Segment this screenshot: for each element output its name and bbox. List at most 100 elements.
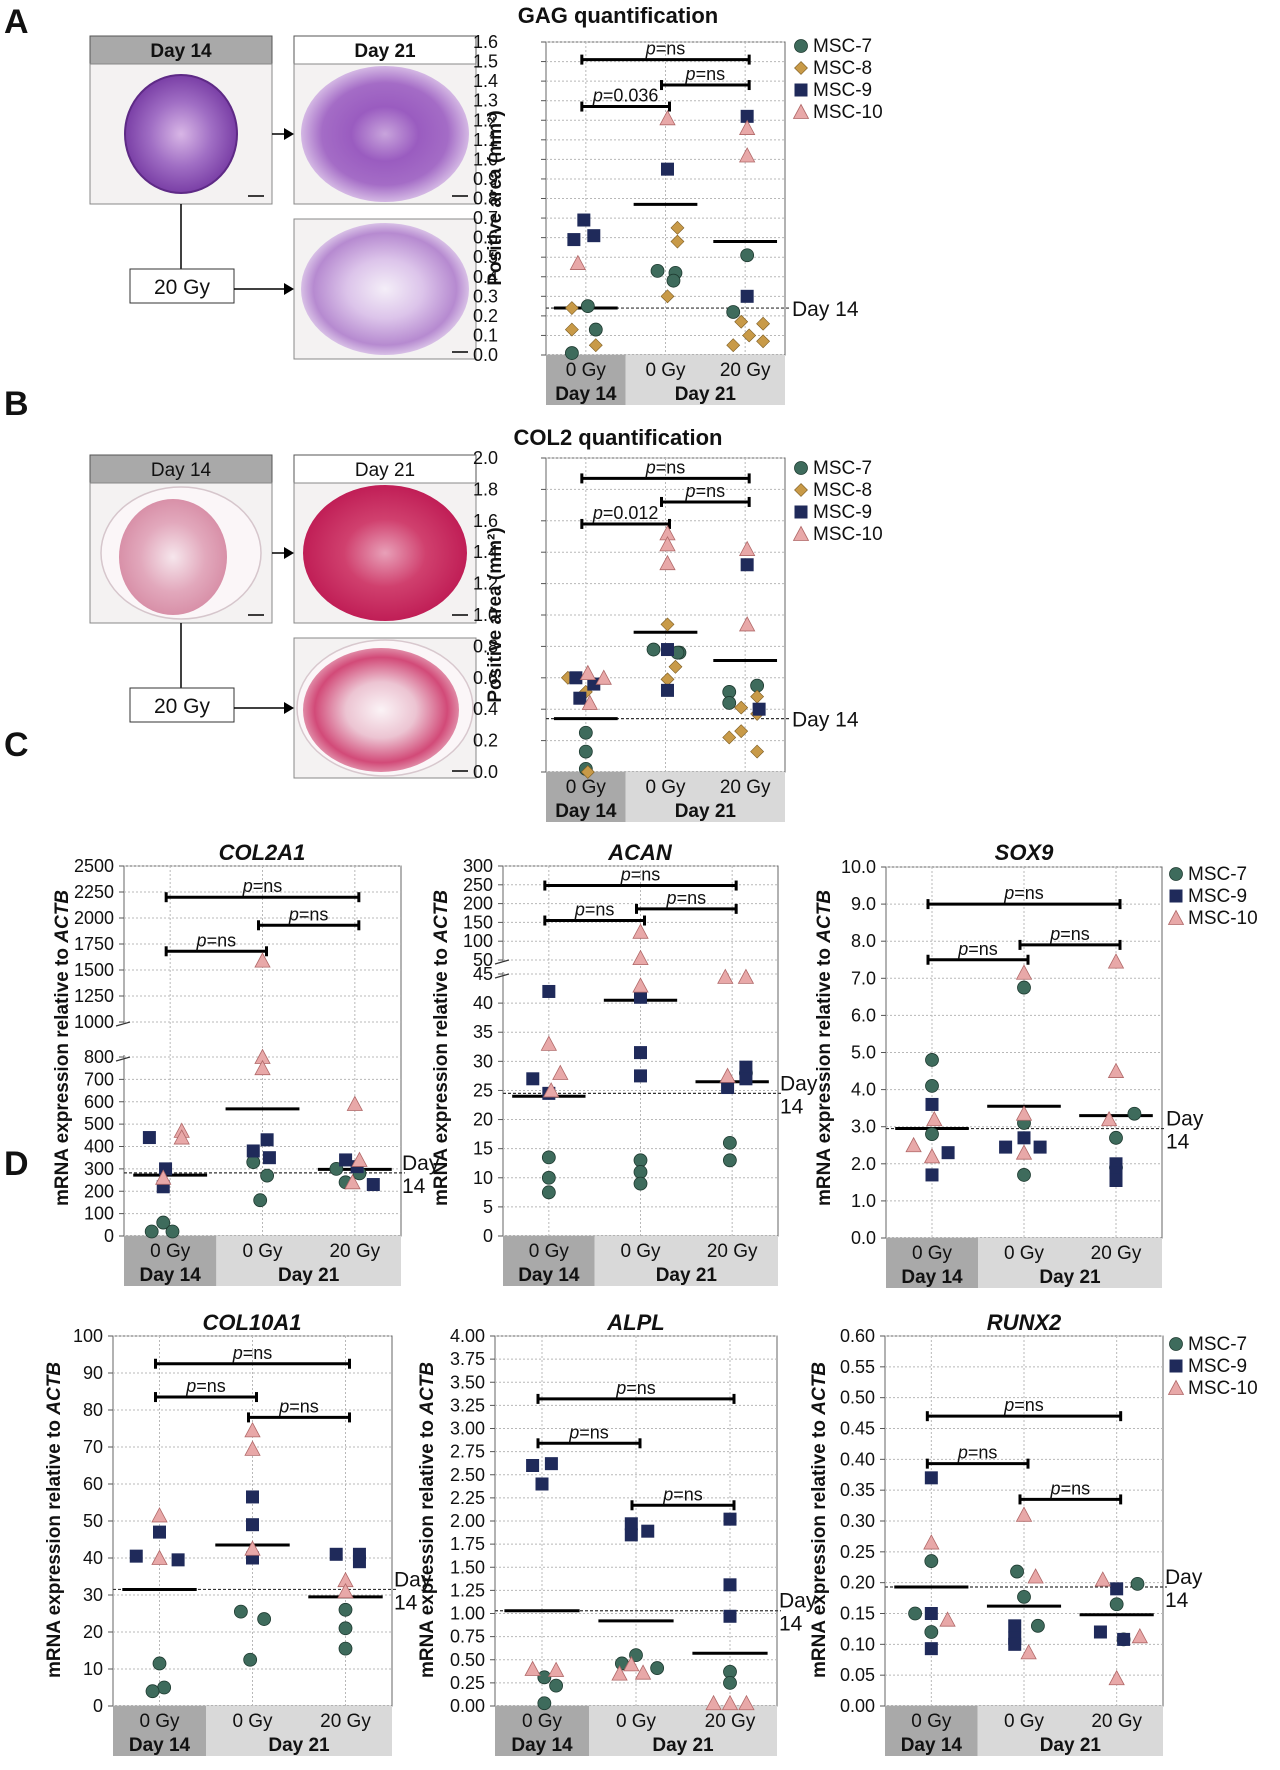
legend-marker-msc-9 xyxy=(794,83,808,97)
histology-panel-a: Day 14 Day 21 20 Gy xyxy=(89,35,477,360)
data-point-msc-7 xyxy=(726,305,741,319)
data-point-msc-7 xyxy=(144,1224,159,1239)
y-tick-label: 1.6 xyxy=(473,32,498,52)
data-point-msc-7 xyxy=(722,1153,737,1168)
group-day-label: Day 14 xyxy=(555,384,617,405)
data-point-msc-9 xyxy=(1109,1173,1123,1187)
y-tick-label: 3.0 xyxy=(851,1117,876,1137)
group-day-label: Day 14 xyxy=(518,1265,580,1286)
data-point-msc-9 xyxy=(941,1146,955,1160)
y-tick-label: 70 xyxy=(83,1437,103,1457)
group-day-label: Day 21 xyxy=(652,1735,714,1756)
data-point-msc-10 xyxy=(1100,1110,1118,1127)
y-axis-label: mRNA expression relative to ACTB xyxy=(814,890,835,1206)
data-point-msc-9 xyxy=(999,1140,1013,1154)
legend-marker-msc-10 xyxy=(1167,909,1185,925)
group-dose-label: 0 Gy xyxy=(645,360,686,381)
data-point-msc-10 xyxy=(155,1169,172,1185)
significance-label: p=ns xyxy=(685,481,726,501)
group-dose-label: 20 Gy xyxy=(705,1711,756,1732)
legend-label-msc-7: MSC-7 xyxy=(1188,1334,1247,1355)
y-tick-label: 0.60 xyxy=(840,1326,875,1346)
y-tick-label: 6.0 xyxy=(851,1005,876,1025)
data-point-msc-7 xyxy=(578,725,593,740)
y-tick-label: 0.25 xyxy=(840,1542,875,1562)
y-tick-label: 0.10 xyxy=(840,1634,875,1654)
y-tick-label: 80 xyxy=(83,1400,103,1420)
data-point-msc-7 xyxy=(925,1053,939,1067)
data-point-msc-7 xyxy=(666,273,681,288)
data-point-msc-7 xyxy=(338,1602,353,1617)
data-point-msc-9 xyxy=(246,1490,259,1504)
significance-label: p=ns xyxy=(196,930,237,950)
y-tick-label: 3.75 xyxy=(450,1349,485,1369)
reference-label: 14 xyxy=(780,1095,804,1118)
data-point-msc-9 xyxy=(1033,1140,1047,1154)
data-point-msc-9 xyxy=(542,984,556,998)
legend-marker-msc-7 xyxy=(1169,1337,1183,1351)
data-point-msc-10 xyxy=(738,119,756,135)
y-tick-label: 5 xyxy=(483,1197,493,1217)
data-point-msc-9 xyxy=(634,1046,647,1060)
dose-box xyxy=(129,268,235,304)
data-point-msc-9 xyxy=(569,671,583,685)
data-point-msc-9 xyxy=(352,1555,366,1569)
data-point-msc-7 xyxy=(588,322,603,337)
reference-label: Day xyxy=(402,1152,440,1175)
data-point-msc-10 xyxy=(1107,953,1125,969)
y-tick-label: 0.9 xyxy=(473,169,498,189)
arrow-head-icon xyxy=(284,128,294,140)
y-tick-label: 0.35 xyxy=(840,1480,875,1500)
data-point-msc-9 xyxy=(925,1168,939,1182)
data-point-msc-10 xyxy=(719,1067,736,1083)
y-tick-label: 0.1 xyxy=(473,325,498,345)
arrow-head-icon xyxy=(284,283,294,295)
legend-marker-msc-7 xyxy=(1169,867,1183,881)
y-tick-label: 0.30 xyxy=(840,1511,875,1531)
data-point-msc-10 xyxy=(926,1110,943,1127)
group-dose-label: 20 Gy xyxy=(707,1241,758,1262)
y-tick-label: 0.5 xyxy=(473,247,498,267)
day14-category-box xyxy=(503,1236,595,1286)
gag-day14-pellet xyxy=(124,74,238,194)
day14-category-box xyxy=(546,355,626,405)
axis-break-mark xyxy=(494,973,510,979)
y-tick-label: 2.50 xyxy=(450,1465,485,1485)
reference-label: Day 14 xyxy=(792,709,859,732)
y-axis-label: mRNA expression relative to ACTB xyxy=(44,1362,65,1678)
data-point-msc-9 xyxy=(339,1153,353,1167)
data-point-msc-7 xyxy=(650,1661,665,1675)
data-point-msc-9 xyxy=(329,1547,343,1561)
legend-marker-msc-9 xyxy=(1169,1359,1183,1373)
y-tick-label: 0.0 xyxy=(851,1228,876,1248)
y-tick-label: 30 xyxy=(473,1051,493,1071)
data-point-msc-9 xyxy=(171,1553,185,1567)
data-point-msc-8 xyxy=(564,301,579,315)
y-tick-label: 0.2 xyxy=(473,306,498,326)
y-tick-label: 10.0 xyxy=(841,857,876,877)
data-point-msc-8 xyxy=(726,338,741,353)
day21-header-box xyxy=(293,454,477,484)
data-point-msc-9 xyxy=(740,109,754,123)
y-tick-label: 3.00 xyxy=(450,1419,485,1439)
data-point-msc-7 xyxy=(1109,1597,1124,1612)
data-point-msc-7 xyxy=(253,1193,268,1208)
y-tick-label: 0.75 xyxy=(450,1627,485,1647)
data-point-msc-9 xyxy=(924,1642,938,1656)
y-tick-label: 0.40 xyxy=(840,1449,875,1469)
y-tick-label: 1.5 xyxy=(473,52,498,72)
chart-runx2: 0.00 0.05 0.10 0.15 0.20 0.25 0.30 0.35 0.40 0.45… xyxy=(809,1310,1203,1756)
day14-category-box xyxy=(885,1706,978,1756)
legend-label-msc-10: MSC-10 xyxy=(813,102,883,123)
data-point-msc-10 xyxy=(1020,1644,1037,1660)
y-tick-label: 2000 xyxy=(74,908,114,928)
data-point-msc-10 xyxy=(581,694,598,710)
legend-label-msc-7: MSC-7 xyxy=(813,458,872,479)
reference-label: 14 xyxy=(779,1613,803,1636)
y-tick-label: 4.00 xyxy=(450,1326,485,1346)
day14-category-box xyxy=(124,1236,217,1286)
data-point-msc-10 xyxy=(738,616,756,632)
group-dose-label: 0 Gy xyxy=(566,777,607,798)
